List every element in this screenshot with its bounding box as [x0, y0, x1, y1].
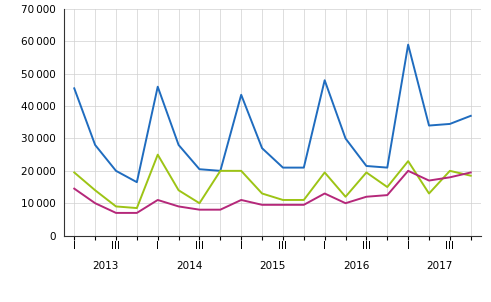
Svåra att besätta — [468, 171, 474, 174]
Svåra att besätta — [280, 203, 286, 207]
Line: Av dessa obesatta: Av dessa obesatta — [74, 155, 471, 208]
Svåra att besätta — [405, 169, 411, 173]
Lediga arbetsplatser totalt — [447, 122, 453, 126]
Svåra att besätta — [259, 203, 265, 207]
Lediga arbetsplatser totalt — [363, 164, 369, 168]
Av dessa obesatta — [196, 201, 202, 205]
Svåra att besätta — [384, 193, 390, 197]
Av dessa obesatta — [259, 192, 265, 195]
Lediga arbetsplatser totalt — [280, 166, 286, 169]
Lediga arbetsplatser totalt — [155, 85, 161, 88]
Svåra att besätta — [322, 192, 327, 195]
Svåra att besätta — [426, 179, 432, 182]
Lediga arbetsplatser totalt — [405, 43, 411, 47]
Lediga arbetsplatser totalt — [301, 166, 307, 169]
Lediga arbetsplatser totalt — [343, 137, 349, 140]
Svåra att besätta — [343, 201, 349, 205]
Lediga arbetsplatser totalt — [92, 143, 98, 147]
Av dessa obesatta — [426, 192, 432, 195]
Lediga arbetsplatser totalt — [113, 169, 119, 173]
Lediga arbetsplatser totalt — [259, 146, 265, 150]
Av dessa obesatta — [113, 205, 119, 208]
Svåra att besätta — [155, 198, 161, 202]
Av dessa obesatta — [363, 171, 369, 174]
Lediga arbetsplatser totalt — [238, 93, 244, 97]
Av dessa obesatta — [155, 153, 161, 156]
Av dessa obesatta — [176, 188, 182, 192]
Text: 2015: 2015 — [259, 261, 286, 271]
Av dessa obesatta — [92, 188, 98, 192]
Lediga arbetsplatser totalt — [322, 79, 327, 82]
Line: Lediga arbetsplatser totalt: Lediga arbetsplatser totalt — [74, 45, 471, 182]
Av dessa obesatta — [384, 185, 390, 189]
Svåra att besätta — [71, 187, 77, 191]
Svåra att besätta — [238, 198, 244, 202]
Svåra att besätta — [176, 205, 182, 208]
Lediga arbetsplatser totalt — [218, 169, 223, 173]
Av dessa obesatta — [322, 171, 327, 174]
Av dessa obesatta — [343, 195, 349, 198]
Text: 2017: 2017 — [426, 261, 453, 271]
Av dessa obesatta — [301, 198, 307, 202]
Av dessa obesatta — [71, 171, 77, 174]
Av dessa obesatta — [218, 169, 223, 173]
Svåra att besätta — [363, 195, 369, 198]
Av dessa obesatta — [280, 198, 286, 202]
Svåra att besätta — [301, 203, 307, 207]
Svåra att besätta — [447, 175, 453, 179]
Svåra att besätta — [196, 208, 202, 211]
Text: 2014: 2014 — [176, 261, 202, 271]
Lediga arbetsplatser totalt — [196, 167, 202, 171]
Lediga arbetsplatser totalt — [384, 166, 390, 169]
Av dessa obesatta — [238, 169, 244, 173]
Line: Svåra att besätta: Svåra att besätta — [74, 171, 471, 213]
Svåra att besätta — [218, 208, 223, 211]
Lediga arbetsplatser totalt — [71, 86, 77, 90]
Lediga arbetsplatser totalt — [134, 180, 140, 184]
Text: 2013: 2013 — [92, 261, 119, 271]
Lediga arbetsplatser totalt — [468, 114, 474, 118]
Av dessa obesatta — [447, 169, 453, 173]
Svåra att besätta — [92, 201, 98, 205]
Svåra att besätta — [134, 211, 140, 215]
Lediga arbetsplatser totalt — [176, 143, 182, 147]
Av dessa obesatta — [468, 174, 474, 178]
Av dessa obesatta — [405, 159, 411, 163]
Lediga arbetsplatser totalt — [426, 124, 432, 127]
Svåra att besätta — [113, 211, 119, 215]
Text: 2016: 2016 — [343, 261, 369, 271]
Av dessa obesatta — [134, 206, 140, 210]
